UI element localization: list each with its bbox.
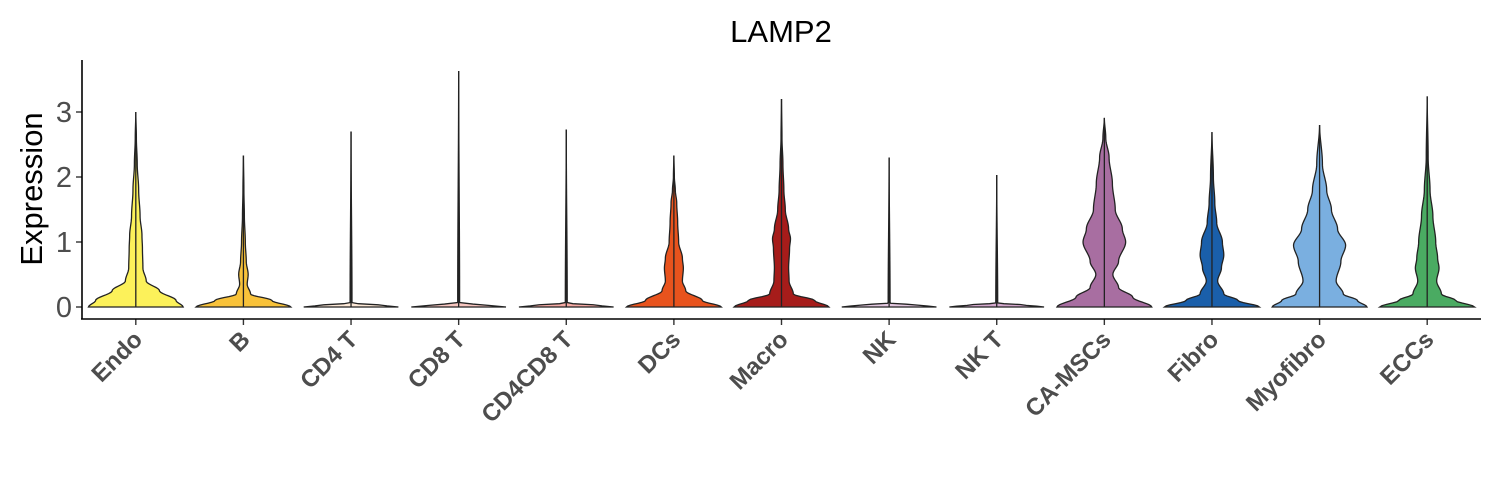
x-tick-label-macro: Macro bbox=[725, 326, 794, 395]
x-axis-ticks: Endo B CD4 T CD8 T CD4CD8 T DCs Macro NK NK T CA-… bbox=[87, 319, 1439, 428]
y-axis-label: Expression bbox=[14, 112, 49, 265]
x-tick-label-fibro: Fibro bbox=[1163, 326, 1225, 388]
violin-series bbox=[87, 71, 1477, 308]
x-tick-label-b: B bbox=[224, 326, 255, 357]
y-tick-label-0: 0 bbox=[56, 292, 72, 324]
x-tick-label-nk-t: NK T bbox=[950, 326, 1009, 385]
x-tick-label-cd4cd8-t: CD4CD8 T bbox=[476, 326, 578, 428]
x-tick-label-myofibro: Myofibro bbox=[1241, 326, 1332, 417]
chart-title: LAMP2 bbox=[730, 14, 832, 49]
x-tick-label-cd4-t: CD4 T bbox=[295, 326, 363, 394]
x-tick-label-nk: NK bbox=[858, 326, 902, 370]
y-axis-ticks: 0 1 2 3 bbox=[56, 97, 82, 324]
x-tick-label-eccs: ECCs bbox=[1375, 326, 1439, 390]
y-tick-label-2: 2 bbox=[56, 162, 72, 194]
y-tick-label-3: 3 bbox=[56, 97, 72, 129]
y-tick-label-1: 1 bbox=[56, 227, 72, 259]
x-tick-label-ca-mscs: CA-MSCs bbox=[1020, 326, 1116, 422]
x-tick-label-cd8-t: CD8 T bbox=[403, 326, 471, 394]
x-tick-label-dcs: DCs bbox=[633, 326, 686, 379]
x-tick-label-endo: Endo bbox=[87, 326, 149, 388]
